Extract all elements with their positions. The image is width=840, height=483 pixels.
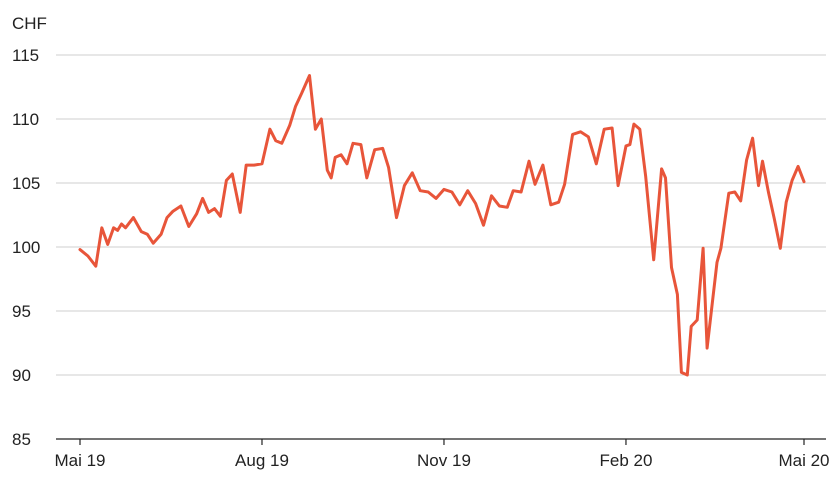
x-tick-labels: Mai 19 Aug 19 Nov 19 Feb 20 Mai 20 <box>54 451 829 470</box>
y-tick-label-115: 115 <box>12 46 39 65</box>
y-tick-label-100: 100 <box>12 238 40 257</box>
x-axis <box>56 438 826 445</box>
y-axis-unit-label: CHF <box>12 14 47 33</box>
y-tick-label-105: 105 <box>12 174 40 193</box>
price-line <box>78 74 806 377</box>
x-tick-label-2: Nov 19 <box>417 451 471 470</box>
x-tick-label-3: Feb 20 <box>599 451 652 470</box>
y-tick-label-90: 90 <box>12 366 31 385</box>
gridlines <box>56 54 826 376</box>
y-tick-label-85: 85 <box>12 430 31 449</box>
y-tick-label-95: 95 <box>12 302 31 321</box>
x-tick-label-0: Mai 19 <box>54 451 105 470</box>
y-tick-labels: 85 90 95 100 105 110 115 <box>12 46 40 449</box>
x-tick-label-1: Aug 19 <box>235 451 289 470</box>
x-tick-label-4: Mai 20 <box>778 451 829 470</box>
series-layer <box>78 74 806 377</box>
y-tick-label-110: 110 <box>12 110 39 129</box>
